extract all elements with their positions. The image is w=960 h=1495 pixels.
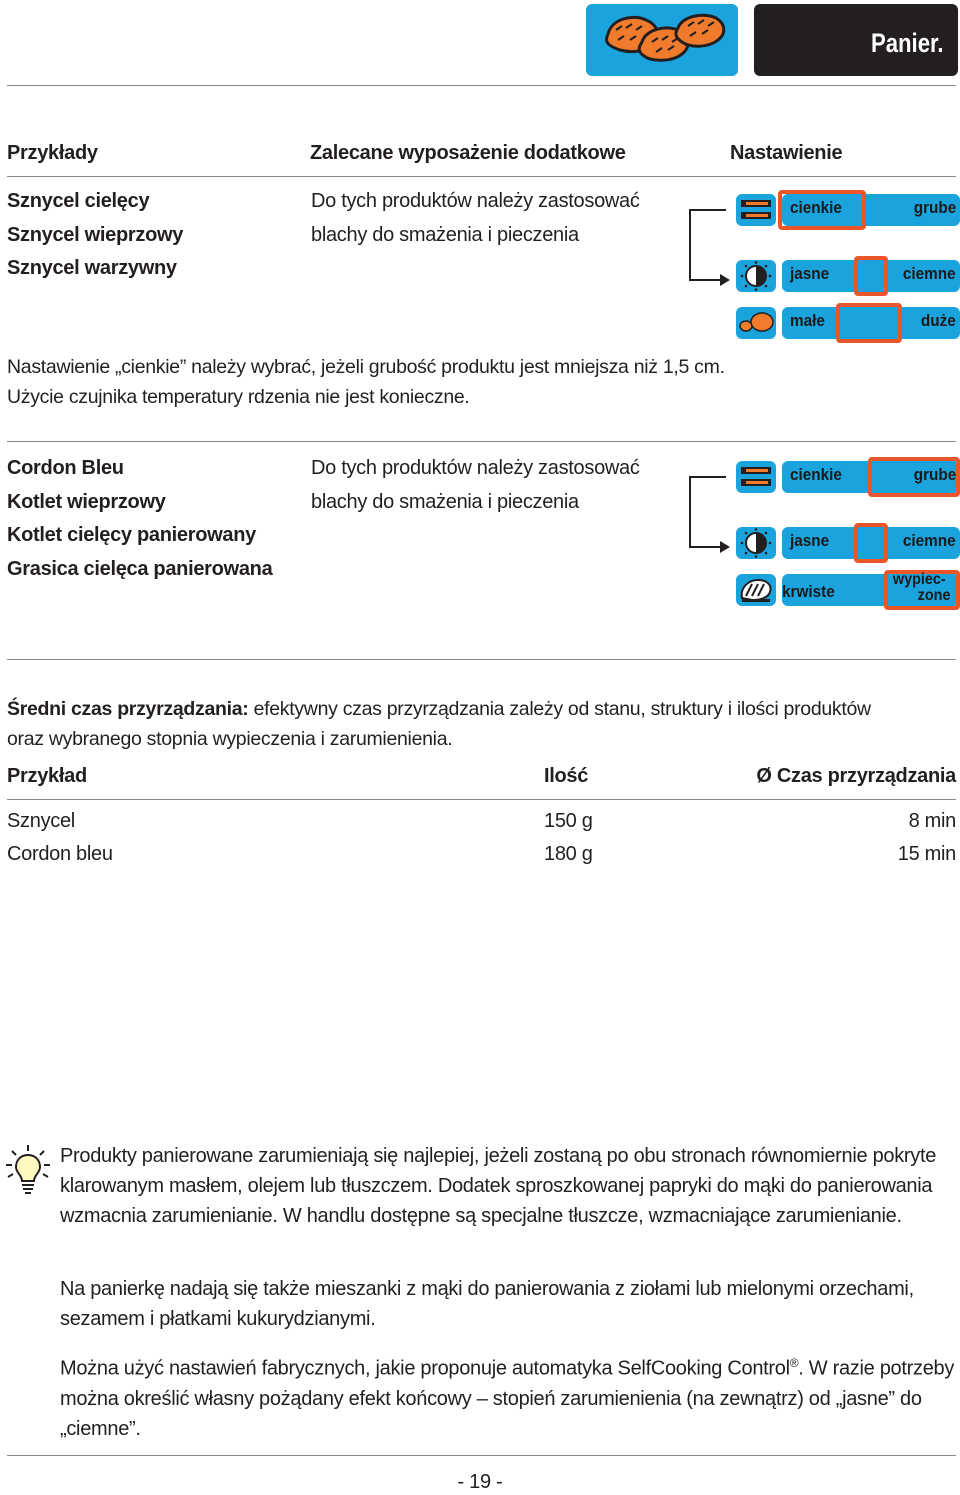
chapter-title: Panier. bbox=[871, 28, 944, 58]
selected-frame bbox=[854, 523, 888, 563]
browning-right-label: ciemne bbox=[903, 531, 956, 550]
table-cell-time: 8 min bbox=[908, 810, 957, 832]
thickness-left-label: cienkie bbox=[790, 465, 842, 484]
selected-frame bbox=[884, 570, 960, 610]
browning-row: jasne ciemne bbox=[734, 256, 960, 296]
doneness-right-label-line1: wypiec- bbox=[893, 571, 946, 588]
section2-item: Kotlet wieprzowy bbox=[7, 491, 166, 513]
thickness-right-label: grube bbox=[913, 198, 956, 217]
section1-item: Sznycel wieprzowy bbox=[7, 224, 184, 246]
doneness-right-label-line2: zone bbox=[917, 587, 950, 604]
section1-item: Sznycel warzywny bbox=[7, 257, 177, 279]
doneness-meat-icon bbox=[736, 574, 776, 606]
section2-item: Grasica cielęca panierowana bbox=[7, 558, 273, 580]
section1-note-line: Użycie czujnika temperatury rdzenia nie … bbox=[7, 386, 470, 408]
section1-bracket bbox=[689, 209, 730, 286]
table-cell-time: 15 min bbox=[897, 843, 957, 865]
table-cell-example: Cordon bleu bbox=[7, 843, 113, 865]
cooking-time-intro-line2: oraz wybranego stopnia wypieczenia i zar… bbox=[7, 728, 453, 750]
thickness-row: cienkie grube bbox=[734, 190, 960, 230]
table-cell-quantity: 180 g bbox=[544, 843, 593, 865]
size-row: małe duże bbox=[734, 303, 960, 343]
browning-dial-icon bbox=[736, 527, 776, 559]
tray-thickness-icon bbox=[736, 194, 776, 226]
registered-mark: ® bbox=[789, 1356, 799, 1370]
table-header-time: Ø Czas przyrządzania bbox=[756, 765, 956, 787]
section1-equipment-line: Do tych produktów należy zastosować bbox=[311, 190, 640, 212]
table-cell-example: Sznycel bbox=[7, 810, 75, 832]
tip-paragraph-2: Na panierkę nadają się także mieszanki z… bbox=[60, 1278, 914, 1330]
size-bar bbox=[782, 307, 960, 339]
column-heading-equipment: Zalecane wyposażenie dodatkowe bbox=[310, 142, 626, 164]
header-icon-box bbox=[586, 4, 738, 76]
selected-frame bbox=[836, 303, 902, 343]
column-heading-divider bbox=[7, 176, 956, 177]
page-number: - 19 - bbox=[457, 1471, 503, 1493]
doneness-left-label: krwiste bbox=[782, 582, 835, 601]
section2-item: Cordon Bleu bbox=[7, 457, 124, 479]
chapter-title-box: Panier. bbox=[754, 4, 958, 76]
browning-bar bbox=[782, 527, 960, 559]
browning-left-label: jasne bbox=[790, 264, 830, 283]
header-divider bbox=[7, 85, 956, 86]
tip-paragraph-3-part1: Można użyć nastawień fabrycznych, jakie … bbox=[60, 1357, 790, 1380]
section2-equipment-line: Do tych produktów należy zastosować bbox=[311, 457, 640, 479]
section2-item: Kotlet cielęcy panierowany bbox=[7, 524, 256, 546]
lightbulb-icon bbox=[6, 1145, 50, 1194]
tip-paragraph-1: Produkty panierowane zarumieniają się na… bbox=[60, 1145, 937, 1227]
doneness-row: krwiste wypiec- zone bbox=[734, 570, 960, 610]
browning-bar bbox=[782, 260, 960, 292]
browning-dial-icon bbox=[736, 260, 776, 292]
browning-right-label: ciemne bbox=[903, 264, 956, 283]
column-heading-setting: Nastawienie bbox=[730, 142, 843, 164]
cooking-time-intro-bold: Średni czas przyrządzania: bbox=[7, 698, 249, 720]
table-header-divider bbox=[7, 799, 956, 800]
cooking-time-intro-rest: efektywny czas przyrządzania zależy od s… bbox=[248, 698, 872, 720]
table-header-example: Przykład bbox=[7, 765, 87, 787]
table-header-quantity: Ilość bbox=[544, 765, 589, 787]
thickness-left-label: cienkie bbox=[790, 198, 842, 217]
section2-bracket bbox=[689, 476, 730, 553]
cooking-time-intro-line1: Średni czas przyrządzania: efektywny cza… bbox=[7, 694, 871, 724]
tray-thickness-icon bbox=[736, 461, 776, 493]
thickness-bar bbox=[782, 194, 960, 226]
column-heading-examples: Przykłady bbox=[7, 142, 98, 164]
section1-note-line: Nastawienie „cienkie” należy wybrać, jeż… bbox=[7, 356, 725, 378]
selected-frame bbox=[868, 457, 960, 497]
thickness-right-label: grube bbox=[913, 465, 956, 484]
size-left-label: małe bbox=[790, 311, 825, 330]
section1-item: Sznycel cielęcy bbox=[7, 190, 150, 212]
tip-paragraph-3: Można użyć nastawień fabrycznych, jakie … bbox=[60, 1348, 955, 1444]
doneness-bar bbox=[782, 574, 960, 606]
size-right-label: duże bbox=[921, 311, 956, 330]
breaded-cutlets-icon bbox=[605, 13, 726, 62]
table-cell-quantity: 150 g bbox=[544, 810, 593, 832]
selected-frame bbox=[854, 256, 888, 296]
section1-equipment-line: blachy do smażenia i pieczenia bbox=[311, 224, 579, 246]
browning-left-label: jasne bbox=[790, 531, 830, 550]
section-divider bbox=[7, 659, 956, 660]
footer-divider bbox=[7, 1455, 956, 1456]
tip-paragraph-3-part2: . W razie potrzeby można określić własny… bbox=[60, 1357, 955, 1440]
selected-frame bbox=[778, 190, 866, 230]
section-divider bbox=[7, 441, 956, 442]
section2-equipment-line: blachy do smażenia i pieczenia bbox=[311, 491, 579, 513]
cutlet-size-icon bbox=[736, 307, 776, 339]
thickness-row: cienkie grube bbox=[734, 457, 960, 497]
browning-row: jasne ciemne bbox=[734, 523, 960, 563]
